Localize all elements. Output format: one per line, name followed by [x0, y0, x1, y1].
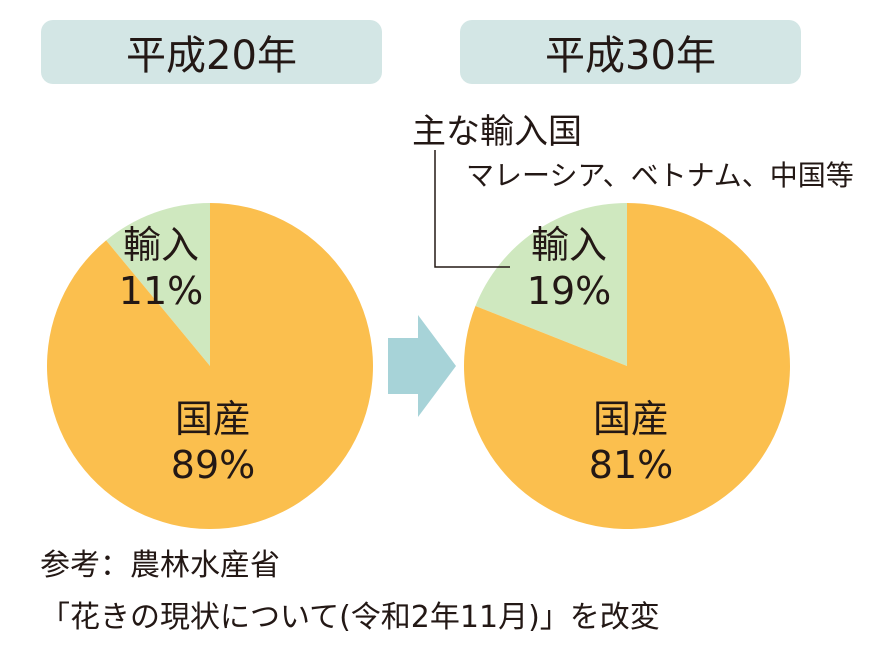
- pie-right-import-label: 輸入 19%: [514, 222, 624, 314]
- slice-value: 11%: [118, 269, 204, 313]
- chart-title-left: 平成20年: [126, 33, 297, 79]
- pie-slice-import: [475, 203, 627, 366]
- pie-slice-domestic: [463, 203, 790, 529]
- pie-slice-import: [106, 203, 210, 366]
- slice-label: 輸入: [530, 223, 607, 267]
- year-tab-heisei30: 平成30年: [460, 20, 801, 84]
- pie-chart-heisei30: [463, 203, 790, 529]
- slice-value: 89%: [170, 443, 256, 487]
- year-tab-heisei20: 平成20年: [41, 20, 382, 84]
- annotation-title: 主な輸入国: [412, 112, 582, 152]
- chart-title-right: 平成30年: [545, 33, 716, 79]
- pie-slice-domestic: [46, 203, 373, 529]
- slice-value: 81%: [588, 443, 674, 487]
- source-line-2: 「花きの現状について(令和2年11月)」を改変: [40, 600, 660, 635]
- right-arrow-icon: [388, 315, 456, 417]
- slice-label: 国産: [592, 397, 669, 441]
- slice-label: 輸入: [122, 223, 199, 267]
- pie-left-import-label: 輸入 11%: [106, 222, 216, 314]
- slice-label: 国産: [174, 397, 251, 441]
- slice-value: 19%: [526, 269, 612, 313]
- annotation-leader-line: [434, 150, 510, 268]
- pie-right-domestic-label: 国産 81%: [566, 396, 696, 488]
- pie-chart-heisei20: [46, 203, 373, 529]
- annotation-text: マレーシア、ベトナム、中国等: [466, 159, 854, 192]
- source-line-1: 参考：農林水産省: [40, 548, 280, 583]
- pie-left-domestic-label: 国産 89%: [148, 396, 278, 488]
